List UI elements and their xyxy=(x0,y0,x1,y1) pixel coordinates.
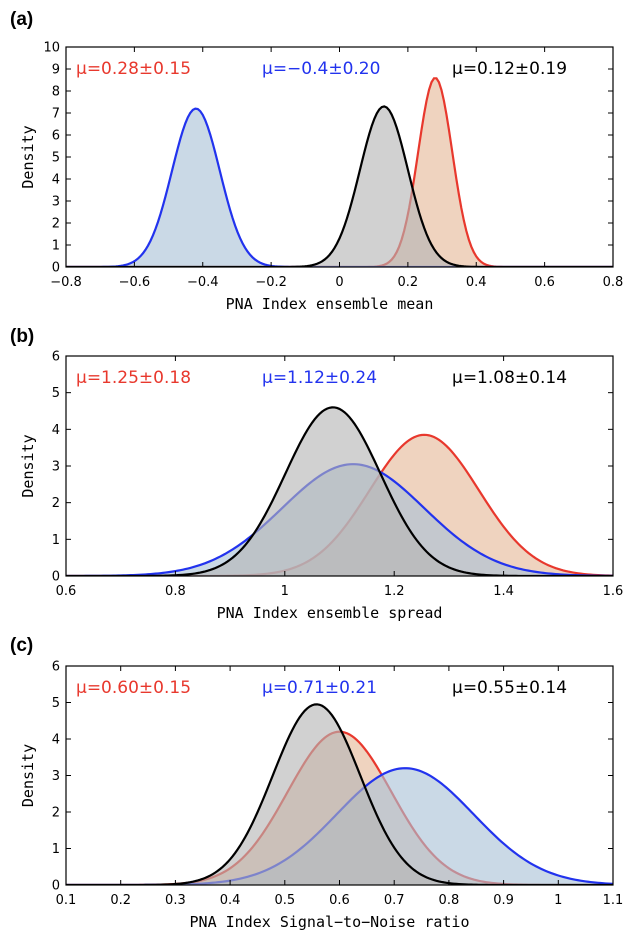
series-stat-label: μ=0.28±0.15 xyxy=(76,59,191,79)
x-tick-label: 0.8 xyxy=(603,275,624,290)
y-tick-label: 6 xyxy=(52,129,60,144)
density-area xyxy=(66,434,613,576)
x-tick-label: 0.8 xyxy=(439,893,460,908)
y-tick-label: 4 xyxy=(52,173,60,188)
y-tick-label: 7 xyxy=(52,107,60,122)
y-tick-label: 2 xyxy=(52,217,60,232)
y-tick-label: 5 xyxy=(52,696,60,711)
y-tick-label: 3 xyxy=(52,769,60,784)
x-tick-label: 0 xyxy=(335,275,343,290)
density-curves xyxy=(66,406,613,576)
x-tick-label: 0.4 xyxy=(466,275,487,290)
y-tick-label: 2 xyxy=(52,806,60,821)
density-area xyxy=(66,407,613,576)
y-tick-label: 4 xyxy=(52,423,60,438)
y-axis-title: Density xyxy=(19,125,37,188)
y-tick-label: 1 xyxy=(52,533,60,548)
x-tick-label: 1 xyxy=(554,893,562,908)
panel-tag: (c) xyxy=(10,635,33,656)
x-tick-label: 0.6 xyxy=(56,584,77,599)
density-curves xyxy=(66,77,613,267)
density-line xyxy=(66,107,613,267)
x-tick-label: 1.4 xyxy=(493,584,514,599)
series-stat-label: μ=0.55±0.14 xyxy=(452,678,567,698)
y-tick-label: 6 xyxy=(52,350,60,365)
x-tick-label: 0.7 xyxy=(384,893,405,908)
y-axis-title: Density xyxy=(19,744,37,807)
series-stat-label: μ=0.60±0.15 xyxy=(76,678,191,698)
y-tick-label: 1 xyxy=(52,239,60,254)
panel-c: (c) 0.1 0.2 0.3 0.4 0.5 0.6 0.7 0.8 0.9 1 1.1 0 1 2 3 4 5… xyxy=(10,635,623,931)
y-tick-label: 0 xyxy=(52,261,60,276)
series-stat-label: μ=1.12±0.24 xyxy=(262,368,377,388)
x-tick-label: 1.6 xyxy=(603,584,624,599)
x-tick-label: 0.4 xyxy=(220,893,241,908)
panel-a: (a) −0.8 −0.6 −0.4 −0.2 0 0.2 0.4 0.6 0.8 0 1 2 3 4 5 6 7… xyxy=(10,9,623,313)
density-area xyxy=(66,704,613,885)
y-tick-label: 4 xyxy=(52,733,60,748)
plot-frame xyxy=(65,46,614,268)
density-line xyxy=(66,105,613,267)
x-tick-label: 1.1 xyxy=(603,893,624,908)
density-area xyxy=(66,108,613,267)
y-tick-label: 3 xyxy=(52,195,60,210)
panel-b: (b) 0.6 0.8 1 1.2 1.4 1.6 0 1 2 3 4 5 6 PNA Index ense… xyxy=(10,326,623,622)
x-tick-label: 1 xyxy=(281,584,289,599)
x-tick-label: 0.9 xyxy=(493,893,514,908)
series-stat-label: μ=−0.4±0.20 xyxy=(262,59,380,79)
y-tick-label: 9 xyxy=(52,63,60,78)
x-tick-label: 0.8 xyxy=(165,584,186,599)
x-axis-title: PNA Index ensemble spread xyxy=(217,604,443,622)
series-stat-label: μ=1.08±0.14 xyxy=(452,368,567,388)
x-tick-label: 0.6 xyxy=(329,893,350,908)
x-tick-label: −0.2 xyxy=(255,275,287,290)
x-tick-label: 0.1 xyxy=(56,893,77,908)
series-stat-label: μ=1.25±0.18 xyxy=(76,368,191,388)
y-tick-label: 5 xyxy=(52,386,60,401)
x-tick-label: 0.3 xyxy=(165,893,186,908)
x-axis-title: PNA Index Signal−to−Noise ratio xyxy=(190,913,470,931)
x-tick-label: −0.4 xyxy=(187,275,219,290)
y-tick-label: 6 xyxy=(52,660,60,675)
y-tick-label: 0 xyxy=(52,570,60,585)
x-tick-label: 0.5 xyxy=(274,893,295,908)
y-tick-label: 0 xyxy=(52,879,60,894)
panel-tag: (a) xyxy=(10,9,33,30)
x-tick-label: 0.6 xyxy=(534,275,555,290)
y-tick-label: 3 xyxy=(52,460,60,475)
density-curves xyxy=(66,703,613,885)
y-tick-label: 1 xyxy=(52,842,60,857)
x-axis-title: PNA Index ensemble mean xyxy=(226,295,434,313)
y-tick-label: 10 xyxy=(43,41,60,56)
x-tick-label: 1.2 xyxy=(384,584,405,599)
y-tick-label: 8 xyxy=(52,85,60,100)
y-tick-label: 5 xyxy=(52,151,60,166)
y-axis-title: Density xyxy=(19,434,37,497)
panel-tag: (b) xyxy=(10,326,34,347)
x-tick-label: −0.6 xyxy=(119,275,151,290)
series-stat-label: μ=0.12±0.19 xyxy=(452,59,567,79)
series-stat-label: μ=0.71±0.21 xyxy=(262,678,377,698)
density-area xyxy=(66,106,613,267)
x-tick-label: −0.8 xyxy=(50,275,82,290)
y-tick-label: 2 xyxy=(52,496,60,511)
x-tick-label: 0.2 xyxy=(110,893,131,908)
x-tick-label: 0.2 xyxy=(398,275,419,290)
